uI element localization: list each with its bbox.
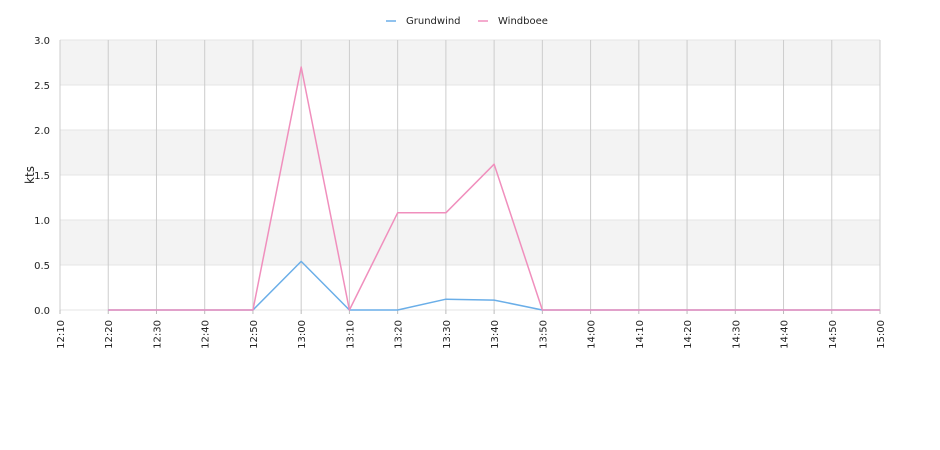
x-tick-label: 12:50: [249, 320, 260, 349]
y-axis-ticks: 0.0 0.5 1.0 1.5 2.0 2.5 3.0: [34, 36, 50, 317]
plot-band: [60, 220, 880, 265]
y-axis-title: kts: [23, 166, 37, 184]
plot-band: [60, 265, 880, 310]
x-tick-label: 14:10: [635, 320, 646, 349]
x-tick-label: 15:00: [876, 320, 887, 349]
x-tick-label: 13:00: [297, 320, 308, 349]
x-tick-label: 14:20: [683, 320, 694, 349]
x-tick-label: 13:20: [394, 320, 405, 349]
x-tick-label: 13:50: [538, 320, 549, 349]
x-tick-label: 13:40: [490, 320, 501, 349]
plot-bands: [60, 40, 880, 310]
legend-item-grundwind[interactable]: Grundwind: [386, 16, 461, 27]
y-tick-label: 3.0: [34, 36, 50, 47]
plot-band: [60, 175, 880, 220]
plot-band: [60, 130, 880, 175]
x-tick-label: 12:10: [56, 320, 67, 349]
plot-band: [60, 85, 880, 130]
x-axis-ticks: 12:10 12:20 12:30 12:40 12:50 13:00 13:10 13:20…: [56, 310, 887, 349]
legend-item-windboee[interactable]: Windboee: [478, 16, 548, 27]
legend-label: Grundwind: [406, 16, 461, 27]
x-tick-label: 12:40: [201, 320, 212, 349]
legend-label: Windboee: [498, 16, 548, 27]
x-tick-label: 13:10: [345, 320, 356, 349]
x-tick-label: 13:30: [442, 320, 453, 349]
x-tick-label: 14:40: [780, 320, 791, 349]
y-tick-label: 0.0: [34, 306, 50, 317]
y-tick-label: 2.5: [34, 81, 50, 92]
legend[interactable]: Grundwind Windboee: [386, 16, 548, 27]
y-tick-label: 1.0: [34, 216, 50, 227]
plot-band: [60, 40, 880, 85]
y-tick-label: 1.5: [34, 171, 50, 182]
series-lines: [108, 66, 880, 311]
x-tick-label: 14:50: [828, 320, 839, 349]
x-tick-label: 14:30: [731, 320, 742, 349]
x-tick-label: 14:00: [587, 320, 598, 349]
series-line-windboee: [108, 66, 880, 311]
x-tick-label: 12:30: [152, 320, 163, 349]
x-tick-label: 12:20: [104, 320, 115, 349]
y-tick-label: 0.5: [34, 261, 50, 272]
y-tick-label: 2.0: [34, 126, 50, 137]
